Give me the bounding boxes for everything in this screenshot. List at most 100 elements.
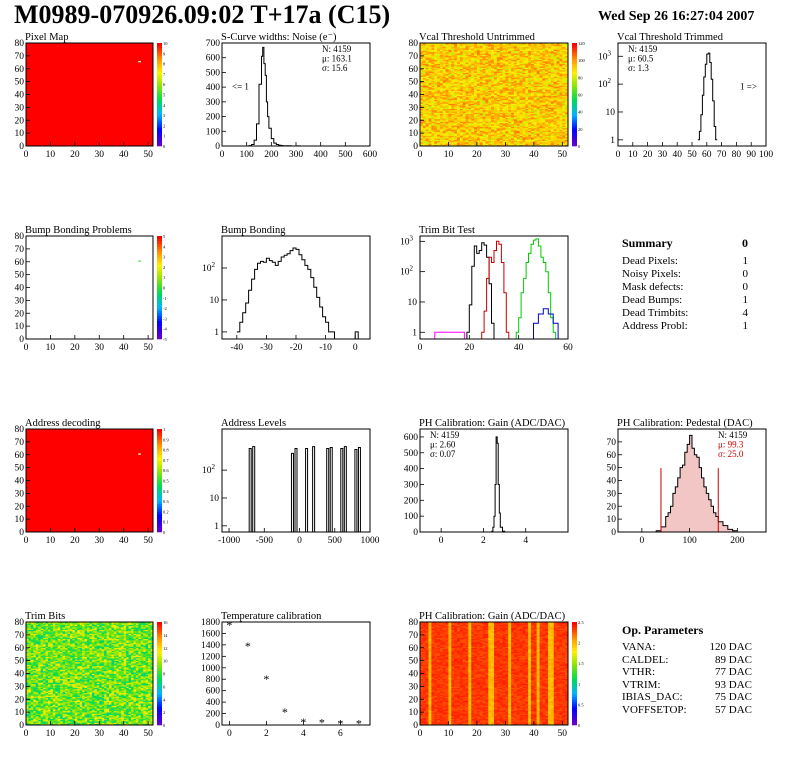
heatmap-cell [499, 79, 503, 81]
heatmap-cell [522, 48, 526, 50]
heatmap-cell [28, 722, 32, 725]
heatmap-cell [479, 72, 483, 75]
x-tick-label: -1000 [218, 536, 240, 546]
y-tick-label: 80 [409, 39, 419, 49]
heatmap-cell [556, 99, 560, 102]
heatmap-cell [491, 97, 495, 99]
heatmap-cell [420, 49, 424, 52]
heatmap-cell [550, 138, 555, 140]
heatmap-cell [511, 109, 515, 112]
heatmap-cell [525, 46, 529, 49]
heatmap-cell [516, 127, 520, 130]
color-bar-segment [157, 297, 162, 301]
heatmap-cell [525, 90, 529, 93]
heatmap-cell [451, 115, 455, 117]
heatmap-cell [457, 59, 461, 62]
heatmap-cell [553, 99, 557, 102]
heatmap-cell [508, 100, 512, 103]
heatmap-cell [508, 107, 512, 109]
heatmap-cell [448, 62, 452, 64]
color-bar-segment [157, 498, 162, 502]
heatmap-cell [505, 82, 509, 85]
heatmap-cell [468, 143, 472, 146]
z-tick-label: 10 [163, 41, 168, 46]
heatmap-cell [451, 90, 455, 93]
x-tick-label: 0 [220, 150, 225, 160]
heatmap-cell [33, 696, 37, 699]
heatmap-cell [474, 117, 478, 120]
heatmap-cell [425, 64, 429, 67]
heatmap-cell [434, 93, 438, 95]
heatmap-cell [531, 133, 535, 135]
heatmap-cell [462, 76, 466, 79]
heatmap-cell [454, 48, 458, 50]
heatmap-cell [471, 117, 475, 120]
heatmap-cell [482, 112, 486, 115]
heatmap-cell [559, 121, 563, 124]
heatmap-cell [494, 113, 498, 116]
heatmap-cell [30, 723, 34, 725]
chart-title: PH Calibration: Pedestal (DAC) [617, 418, 753, 429]
heatmap-cell [26, 623, 29, 625]
heatmap-cell [28, 687, 32, 690]
heatmap-cell [422, 71, 426, 73]
heatmap-cell [465, 113, 469, 116]
heatmap-cell [33, 683, 37, 686]
heatmap-cell [494, 52, 498, 54]
heatmap-cell [462, 68, 466, 71]
heatmap-cell [437, 117, 441, 120]
heatmap-cell [465, 77, 469, 80]
heatmap-cell [513, 134, 518, 136]
heatmap-cell [519, 81, 523, 84]
heatmap-cell [531, 52, 535, 54]
heatmap-cell [539, 75, 543, 77]
heatmap-cell [448, 138, 452, 140]
heatmap-cell [491, 79, 495, 81]
color-bar-segment [572, 130, 577, 134]
heatmap-cell [528, 89, 532, 91]
heatmap-cell [485, 126, 489, 129]
heatmap-cell [559, 77, 563, 80]
heatmap-cell [488, 71, 492, 73]
heatmap-cell [502, 72, 506, 75]
heatmap-cell [511, 102, 515, 104]
color-bar-segment [572, 73, 577, 77]
histogram-series-0 [236, 247, 359, 339]
heatmap-cell [536, 61, 540, 63]
heatmap-cell [431, 81, 435, 84]
heatmap-cell [28, 622, 32, 624]
heatmap-cell [445, 112, 449, 115]
heatmap-cell [33, 699, 37, 701]
heatmap-cell [505, 120, 509, 122]
heatmap-cell [562, 116, 566, 118]
heatmap-cell [516, 130, 520, 133]
heatmap-cell [536, 49, 540, 52]
heatmap-cell [511, 85, 515, 88]
heatmap-cell [556, 120, 560, 122]
color-bar-segment [157, 526, 162, 530]
heatmap-cell [494, 106, 498, 108]
heatmap-cell [451, 122, 455, 125]
heatmap-cell [434, 45, 438, 48]
heatmap-cell [428, 109, 432, 112]
heatmap-cell [437, 63, 441, 66]
heatmap-cell [442, 53, 446, 55]
heatmap-cell [522, 88, 526, 90]
heatmap-cell [30, 645, 34, 647]
heatmap-cell [519, 84, 523, 86]
heatmap-cell [513, 104, 518, 107]
heatmap-cell [539, 138, 543, 140]
heatmap-cell [471, 133, 475, 135]
heatmap-cell [476, 49, 481, 52]
x-tick-label: 0 [24, 536, 29, 546]
heatmap-cell [474, 126, 478, 129]
heatmap-cell [565, 90, 568, 93]
x-tick-label: 10 [46, 150, 56, 160]
heatmap-cell [559, 52, 563, 54]
heatmap-cell [30, 649, 34, 651]
heatmap-cell [476, 102, 481, 104]
heatmap-cell [26, 687, 29, 690]
heatmap-cell [528, 112, 532, 115]
heatmap-cell [420, 70, 424, 72]
x-tick-label: 2 [481, 536, 486, 546]
